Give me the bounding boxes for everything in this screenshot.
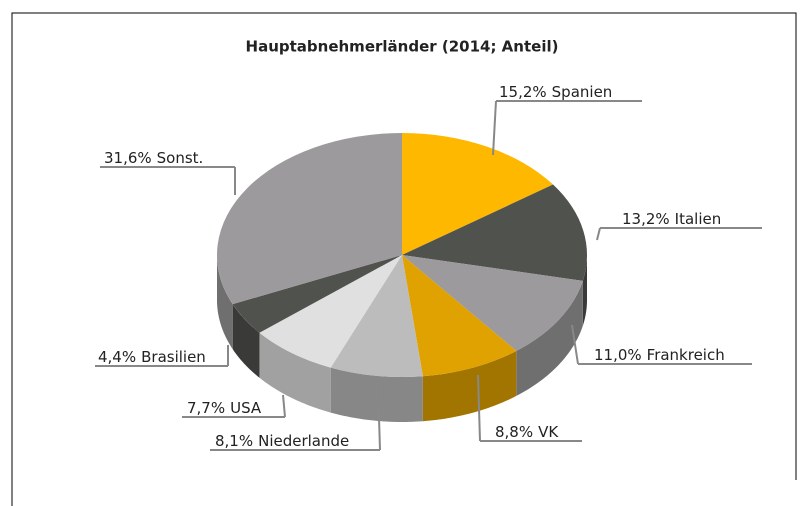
- value-label: 4,4%: [98, 348, 136, 366]
- slice-side: [259, 332, 331, 413]
- leader-line: [477, 374, 582, 442]
- slice: [217, 133, 402, 305]
- leader-line: [182, 394, 286, 418]
- leader-line: [492, 100, 642, 156]
- value-label: 15,2%: [499, 83, 547, 101]
- slice: [232, 255, 402, 333]
- leader-line: [100, 166, 236, 195]
- slice: [402, 255, 583, 351]
- value-label: 8,8%: [495, 423, 533, 441]
- slice: [402, 133, 554, 255]
- category-label: Brasilien: [141, 348, 206, 366]
- slice-label: 13,2% Italien: [622, 210, 721, 228]
- slice: [259, 255, 402, 368]
- leader-line: [571, 324, 752, 365]
- chart-title: Hauptabnehmerländer (2014; Anteil): [246, 38, 559, 56]
- slice-side: [217, 255, 233, 350]
- slice-label: 4,4% Brasilien: [98, 348, 206, 366]
- slice: [330, 255, 423, 377]
- category-label: Frankreich: [647, 346, 725, 364]
- category-label: Spanien: [552, 83, 613, 101]
- slice-label: 7,7% USA: [187, 399, 262, 417]
- frame: [11, 12, 797, 506]
- value-label: 11,0%: [594, 346, 642, 364]
- category-label: Sonst.: [157, 149, 204, 167]
- category-label: Italien: [675, 210, 722, 228]
- leader-line: [210, 384, 381, 451]
- slice-label: 11,0% Frankreich: [594, 346, 725, 364]
- value-label: 7,7%: [187, 399, 225, 417]
- slice-label: 15,2% Spanien: [499, 83, 612, 101]
- slice-label: 31,6% Sonst.: [104, 149, 203, 167]
- slice-side: [582, 255, 587, 326]
- slice-side: [330, 367, 423, 422]
- slice-label: 8,8% VK: [495, 423, 559, 441]
- leader-line: [596, 227, 762, 241]
- value-label: 8,1%: [215, 432, 253, 450]
- value-label: 31,6%: [104, 149, 152, 167]
- slice-side: [422, 350, 517, 422]
- category-label: Niederlande: [258, 432, 349, 450]
- value-label: 13,2%: [622, 210, 670, 228]
- slice-label: 8,1% Niederlande: [215, 432, 349, 450]
- category-label: USA: [230, 399, 262, 417]
- category-label: VK: [538, 423, 559, 441]
- slice: [402, 255, 517, 377]
- leader-line: [95, 345, 229, 367]
- slice-side: [232, 304, 260, 378]
- slice-side: [516, 280, 583, 396]
- slice: [402, 184, 588, 281]
